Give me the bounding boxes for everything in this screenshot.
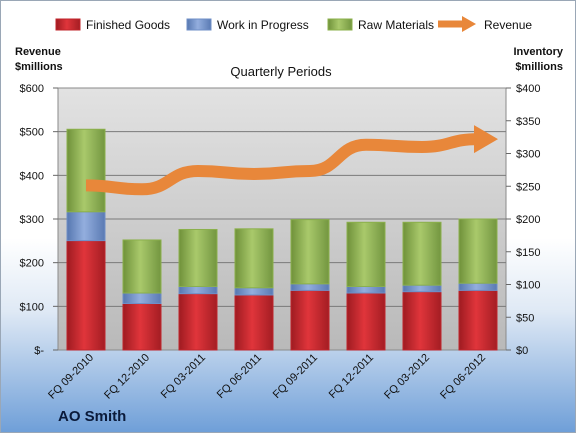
right-tick-label: $100 — [516, 280, 540, 292]
left-tick-label: $100 — [20, 301, 44, 313]
left-tick-label: $- — [34, 345, 44, 357]
left-axis-title-line: Revenue — [15, 46, 61, 58]
left-tick-label: $300 — [20, 214, 44, 226]
x-tick-label: FQ 06-2011 — [215, 352, 264, 401]
x-tick-label: FQ 12-2011 — [327, 352, 376, 401]
legend-item: Raw Materials — [327, 18, 434, 32]
left-axis-ticks: $- $100 $200 $300 $400 $500 $600 — [20, 83, 58, 357]
right-tick-label: $400 — [516, 83, 540, 95]
revenue-line-arrowhead — [474, 125, 498, 154]
bar-finished-goods — [346, 292, 386, 351]
x-axis-ticks: FQ 09-2010 FQ 12-2010 FQ 03-2011 FQ 06-2011… — [46, 352, 488, 402]
bar-raw-materials — [66, 128, 106, 213]
bars — [66, 128, 498, 351]
right-tick-label: $0 — [516, 345, 528, 357]
bar-finished-goods — [122, 302, 162, 351]
legend-label: Revenue — [484, 18, 532, 32]
bar-work-in-progress — [178, 285, 218, 295]
bar-finished-goods — [234, 294, 274, 351]
revenue-line — [85, 133, 479, 196]
legend-swatch-arrowhead — [462, 16, 476, 32]
legend-item: Finished Goods — [55, 18, 170, 32]
right-axis-title: Inventory $millions — [513, 46, 563, 73]
legend-label: Raw Materials — [358, 18, 434, 32]
bar-finished-goods — [402, 291, 442, 351]
bar-raw-materials — [458, 218, 498, 284]
chart-subtitle: Quarterly Periods — [230, 64, 332, 79]
bar-finished-goods — [290, 289, 330, 351]
right-axis-ticks: $0 $50 $100 $150 $200 $250 $300 $350 $400 — [506, 83, 540, 357]
left-axis-title-line: $millions — [15, 61, 63, 73]
left-tick-label: $600 — [20, 83, 44, 95]
bar-raw-materials — [122, 239, 162, 294]
right-tick-label: $300 — [516, 149, 540, 161]
bar-work-in-progress — [234, 287, 274, 296]
x-tick-label: FQ 09-2010 — [46, 352, 96, 402]
company-name: AO Smith — [58, 408, 126, 425]
bar-work-in-progress — [66, 211, 106, 242]
legend: Finished Goods Work in Progress Raw Materi… — [55, 16, 532, 32]
bar-raw-materials — [346, 221, 386, 287]
x-tick-label: FQ 03-2011 — [159, 352, 208, 401]
bar-work-in-progress — [122, 292, 162, 304]
right-tick-label: $150 — [516, 247, 540, 259]
x-tick-label: FQ 09-2011 — [271, 352, 320, 401]
x-tick-label: FQ 06-2012 — [438, 352, 488, 402]
x-tick-label: FQ 03-2012 — [382, 352, 432, 402]
left-tick-label: $500 — [20, 127, 44, 139]
bar-raw-materials — [402, 221, 442, 286]
legend-label: Work in Progress — [217, 18, 309, 32]
bar-work-in-progress — [458, 282, 498, 291]
legend-swatch — [327, 18, 353, 31]
left-tick-label: $200 — [20, 258, 44, 270]
revenue-line-layer — [85, 125, 498, 196]
bar-work-in-progress — [346, 285, 386, 294]
legend-label: Finished Goods — [86, 18, 170, 32]
right-tick-label: $350 — [516, 116, 540, 128]
bar-finished-goods — [458, 289, 498, 351]
bar-raw-materials — [234, 228, 274, 289]
right-tick-label: $50 — [516, 312, 534, 324]
right-axis-title-line: Inventory — [513, 46, 563, 58]
bar-work-in-progress — [290, 283, 330, 291]
legend-swatch — [186, 18, 212, 31]
bar-finished-goods — [66, 240, 106, 351]
bar-raw-materials — [290, 219, 330, 285]
legend-swatch — [55, 18, 81, 31]
left-axis-title: Revenue $millions — [15, 46, 63, 73]
bar-finished-goods — [178, 293, 218, 351]
x-tick-label: FQ 12-2010 — [102, 352, 152, 402]
right-tick-label: $250 — [516, 181, 540, 193]
right-axis-title-line: $millions — [515, 61, 563, 73]
legend-item: Revenue — [438, 16, 532, 32]
legend-item: Work in Progress — [186, 18, 309, 32]
right-tick-label: $200 — [516, 214, 540, 226]
left-tick-label: $400 — [20, 170, 44, 182]
bar-raw-materials — [178, 228, 218, 287]
bar-work-in-progress — [402, 284, 442, 293]
